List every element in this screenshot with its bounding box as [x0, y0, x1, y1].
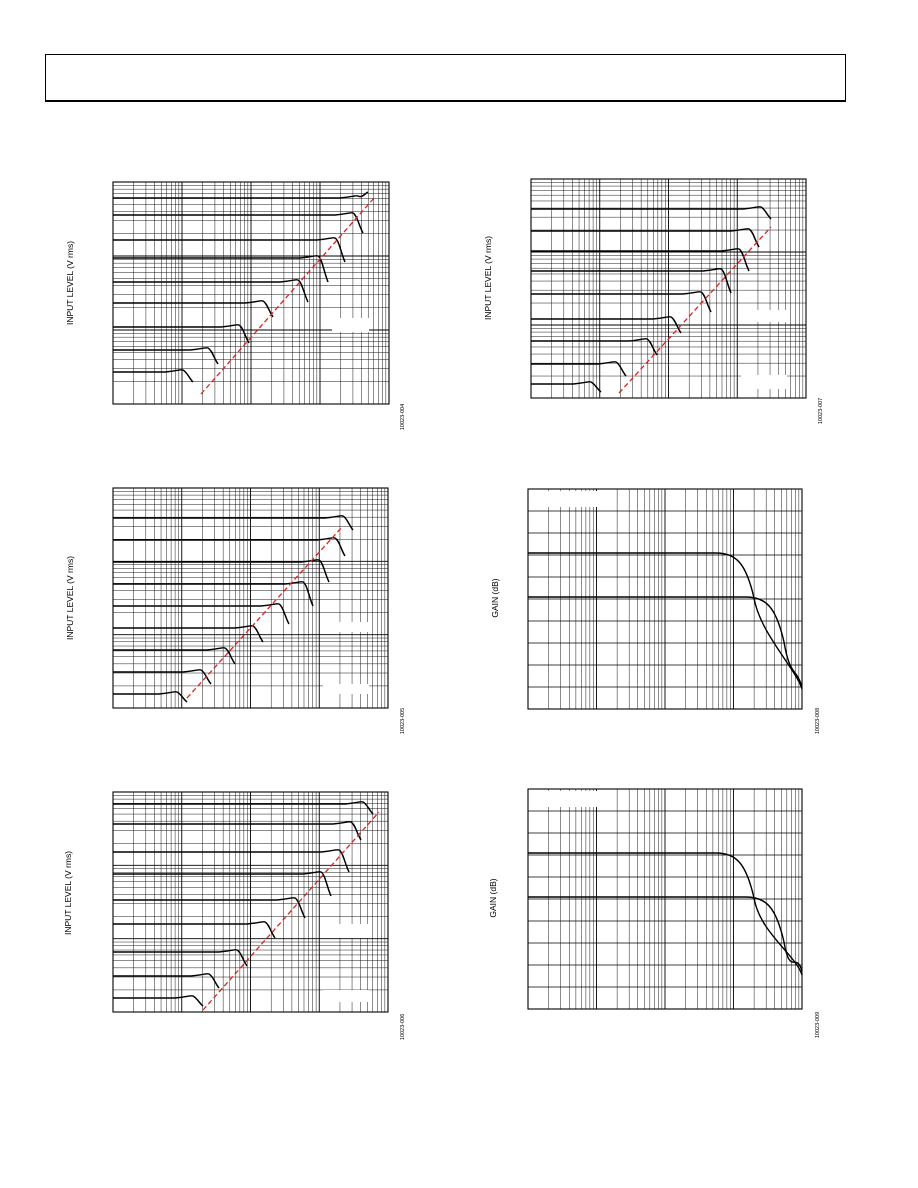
input-level-trace	[531, 248, 750, 272]
input-level-trace	[531, 381, 602, 393]
plot-4-figure-id: 10023-008	[815, 707, 821, 735]
input-level-trace	[113, 279, 309, 303]
plot-5-svg	[112, 791, 389, 1013]
plot-6-y-label: GAIN (dB)	[488, 878, 498, 918]
page-header-box	[45, 54, 846, 102]
plot-5-figure-id: 10023-006	[400, 1013, 406, 1041]
legend-mask	[323, 990, 369, 1002]
plot-3-y-label: INPUT LEVEL (V rms)	[65, 555, 75, 641]
input-level-trace	[113, 515, 354, 531]
gain-plot-1	[527, 488, 803, 710]
plot-frame	[112, 487, 389, 709]
legend-mask	[540, 491, 604, 507]
input-level-trace	[113, 973, 220, 989]
plot-1-figure-id: 10023-004	[400, 403, 406, 431]
plot-2-y-label: INPUT LEVEL (V rms)	[483, 235, 493, 321]
input-level-plot-4	[112, 791, 389, 1013]
input-level-trace	[113, 603, 290, 625]
plot-frame	[527, 788, 803, 1010]
plot-6-svg	[527, 788, 803, 1010]
legend-mask	[323, 684, 369, 694]
plot-4-y-label: GAIN (dB)	[490, 578, 500, 618]
legend-mask	[540, 791, 604, 807]
input-level-trace	[113, 300, 274, 318]
input-level-trace	[113, 801, 374, 815]
input-level-trace	[531, 268, 732, 294]
gain-plot-2	[527, 788, 803, 1010]
plot-frame	[112, 791, 389, 1013]
input-level-trace	[113, 995, 204, 1007]
plot-frame	[112, 181, 390, 405]
input-level-trace	[113, 669, 212, 685]
plot-2-svg	[530, 178, 807, 399]
legend-mask	[323, 924, 369, 938]
input-level-trace	[113, 871, 332, 897]
input-level-trace	[113, 581, 314, 607]
input-level-trace	[113, 647, 236, 665]
plot-1-svg	[112, 181, 390, 405]
input-level-trace	[113, 691, 188, 703]
input-level-trace	[531, 291, 712, 313]
input-level-trace	[113, 921, 276, 939]
gain-trace	[528, 896, 803, 972]
input-level-trace	[113, 949, 248, 967]
legend-mask	[741, 310, 787, 322]
plot-5-y-label: INPUT LEVEL (V rms)	[63, 850, 73, 936]
input-level-trace	[113, 849, 350, 873]
plot-frame	[527, 488, 803, 710]
input-level-trace	[113, 897, 306, 919]
plot-6-figure-id: 10023-009	[815, 1011, 821, 1039]
input-level-plot-1	[112, 181, 390, 405]
input-level-trace	[113, 255, 329, 283]
input-level-trace	[113, 324, 250, 344]
limit-dashed-line	[618, 226, 772, 394]
input-level-trace	[113, 537, 346, 557]
input-level-trace	[113, 212, 364, 234]
plot-frame	[530, 178, 807, 399]
input-level-trace	[113, 191, 369, 199]
input-level-trace	[113, 237, 346, 263]
input-level-trace	[531, 228, 760, 248]
legend-mask	[741, 375, 787, 389]
plot-2-figure-id: 10023-007	[818, 397, 824, 425]
input-level-trace	[113, 347, 219, 365]
input-level-trace	[113, 369, 194, 383]
plot-1-y-label: INPUT LEVEL (V rms)	[65, 240, 75, 326]
limit-dashed-line	[200, 196, 376, 395]
legend-mask	[323, 622, 369, 632]
plot-3-figure-id: 10023-005	[400, 707, 406, 735]
input-level-trace	[113, 821, 362, 841]
legend-mask	[332, 318, 369, 332]
plot-4-svg	[527, 488, 803, 710]
limit-dashed-line	[202, 811, 380, 1011]
input-level-trace	[531, 338, 658, 356]
input-level-trace	[531, 361, 627, 377]
input-level-trace	[531, 316, 682, 334]
input-level-trace	[113, 625, 264, 643]
input-level-plot-3	[112, 487, 389, 709]
input-level-trace	[531, 206, 772, 220]
gain-trace	[528, 596, 803, 688]
input-level-plot-2	[530, 178, 807, 399]
input-level-trace	[113, 559, 330, 583]
plot-3-svg	[112, 487, 389, 709]
limit-dashed-line	[186, 525, 344, 699]
